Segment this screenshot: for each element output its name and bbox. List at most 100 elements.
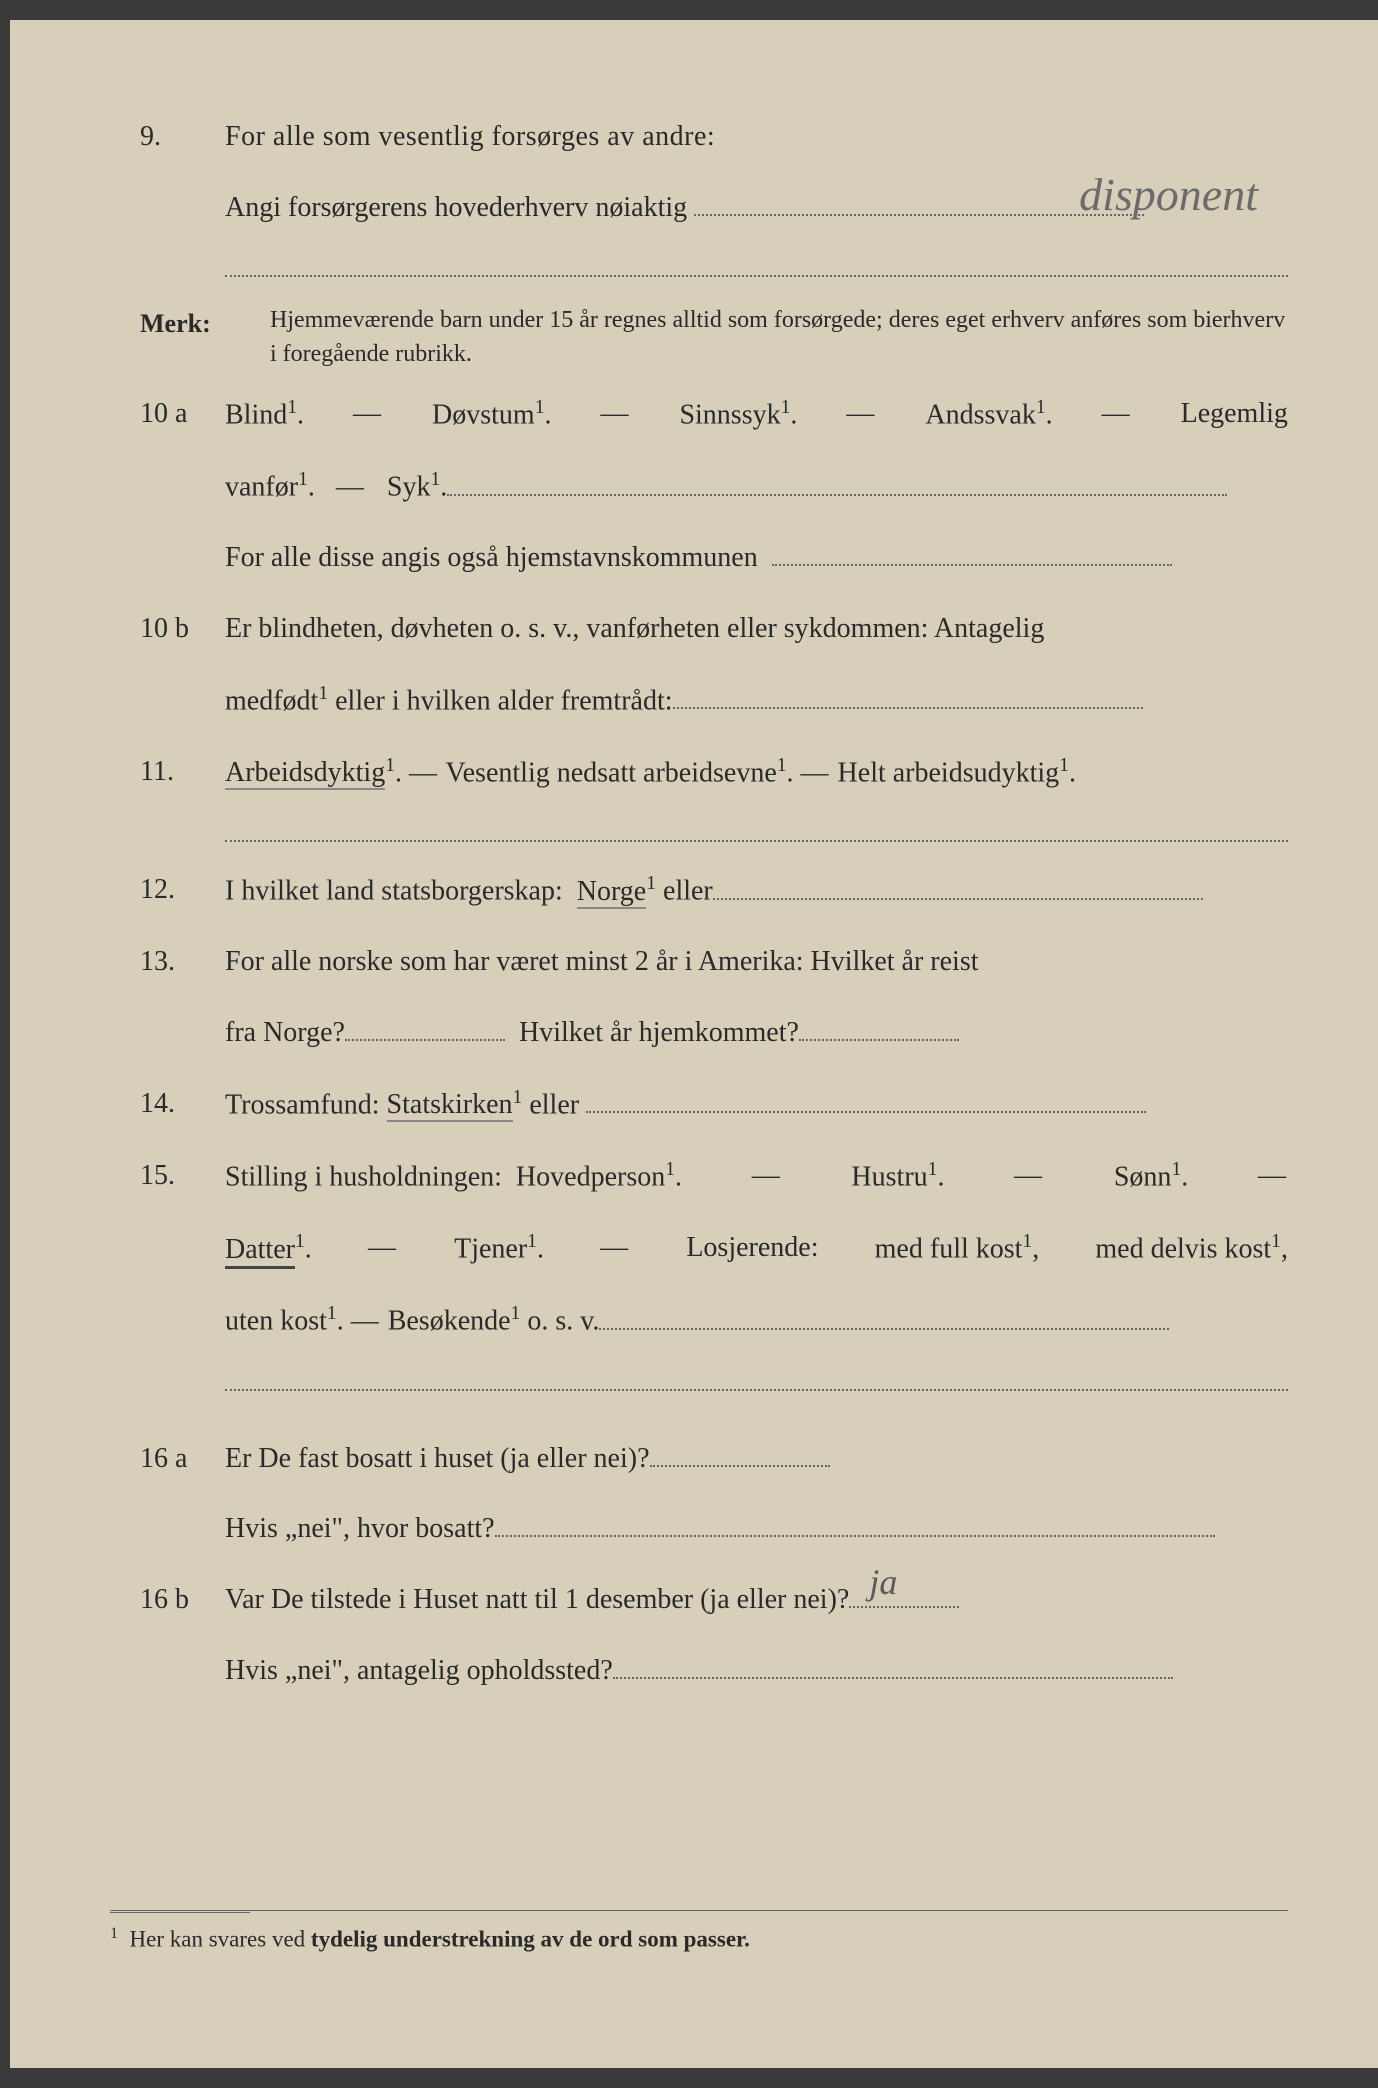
question-11: 11. Arbeidsdyktig1. — Vesentlig nedsatt … — [140, 750, 1288, 842]
opt-delviskost: med delvis kost — [1095, 1234, 1271, 1265]
merk-text: Hjemmeværende barn under 15 år regnes al… — [270, 303, 1288, 373]
q12-prefix: I hvilket land statsborgerskap: — [225, 876, 563, 907]
q16a-fill1 — [650, 1439, 830, 1467]
opt-nedsatt: Vesentlig nedsatt arbeidsevne — [446, 757, 777, 788]
question-9: 9. For alle som vesentlig forsørges av a… — [140, 115, 1288, 277]
q9-fill — [694, 188, 1144, 216]
opt-blind: Blind — [225, 400, 287, 431]
q16a-line2: Hvis „nei", hvor bosatt? — [225, 1507, 1288, 1552]
opt-sinnssyk: Sinnssyk — [679, 400, 780, 431]
question-14: 14. Trossamfund: Statskirken1 eller — [140, 1082, 1288, 1128]
opt-syk: Syk — [387, 472, 431, 503]
opt-hustru: Hustru — [851, 1161, 927, 1192]
q14-prefix: Trossamfund: — [225, 1089, 387, 1120]
q10a-line3: For alle disse angis også hjemstavnskomm… — [225, 536, 1288, 581]
q16b-line1: Var De tilstede i Huset natt til 1 desem… — [225, 1578, 1288, 1623]
opt-vanfor: vanfør — [225, 472, 298, 503]
opt-sonn: Sønn — [1114, 1161, 1172, 1192]
opt-andssvak: Andssvak — [925, 400, 1035, 431]
q13-fill2 — [799, 1013, 959, 1041]
footnote: 1 Her kan svares ved tydelig understrekn… — [110, 1910, 1288, 1958]
q11-number: 11. — [140, 750, 225, 842]
opt-losjerende: Losjerende: — [686, 1226, 818, 1272]
opt-legemlig: Legemlig — [1181, 392, 1288, 438]
question-10b: 10 b Er blindheten, døvheten o. s. v., v… — [140, 607, 1288, 724]
q10a-number: 10 a — [140, 392, 225, 581]
q9-line2: Angi forsørgerens hovederhverv nøiaktig … — [225, 186, 1288, 231]
q15-fill — [599, 1302, 1169, 1330]
q15-text: Stilling i husholdningen: Hovedperson1. … — [225, 1154, 1288, 1390]
question-13: 13. For alle norske som har været minst … — [140, 940, 1288, 1056]
q10b-line1: Er blindheten, døvheten o. s. v., vanfør… — [225, 607, 1288, 652]
q16a-fill2 — [495, 1509, 1215, 1537]
q14-text: Trossamfund: Statskirken1 eller — [225, 1082, 1288, 1128]
opt-udyktig: Helt arbeidsudyktig — [838, 757, 1060, 788]
q16a-line1-text: Er De fast bosatt i huset (ja eller nei)… — [225, 1443, 650, 1474]
q11-line1: Arbeidsdyktig1. — Vesentlig nedsatt arbe… — [225, 750, 1288, 796]
q15-prefix: Stilling i husholdningen: — [225, 1161, 502, 1192]
q10b-text: Er blindheten, døvheten o. s. v., vanfør… — [225, 607, 1288, 724]
q11-continuation-line — [225, 814, 1288, 842]
q16b-number: 16 b — [140, 1578, 225, 1694]
census-form-page: 9. For alle som vesentlig forsørges av a… — [10, 20, 1378, 2068]
question-16a: 16 a Er De fast bosatt i huset (ja eller… — [140, 1437, 1288, 1553]
q12-eller: eller — [656, 876, 713, 907]
q9-line1: For alle som vesentlig forsørges av andr… — [225, 115, 1288, 160]
q15-number: 15. — [140, 1154, 225, 1390]
q16b-text: Var De tilstede i Huset natt til 1 desem… — [225, 1578, 1288, 1694]
q9-handwritten: disponent — [1079, 158, 1258, 232]
footnote-bold: tydelig understrekning av de ord som pas… — [311, 1926, 750, 1951]
q13-number: 13. — [140, 940, 225, 1056]
opt-besokende: Besøkende — [388, 1306, 511, 1337]
q10b-line2: medfødt1 eller i hvilken alder fremtrådt… — [225, 678, 1288, 724]
q11-text: Arbeidsdyktig1. — Vesentlig nedsatt arbe… — [225, 750, 1288, 842]
q15-continuation-line — [225, 1363, 1288, 1391]
q12-number: 12. — [140, 868, 225, 914]
q16b-line2-text: Hvis „nei", antagelig opholdssted? — [225, 1655, 613, 1686]
footnote-text: Her kan svares ved — [130, 1926, 311, 1951]
q10a-text: Blind1. — Døvstum1. — Sinnssyk1. — Andss… — [225, 392, 1288, 581]
q16a-line1: Er De fast bosatt i huset (ja eller nei)… — [225, 1437, 1288, 1482]
q12-fill — [713, 872, 1203, 900]
q16b-line2: Hvis „nei", antagelig opholdssted? — [225, 1649, 1288, 1694]
q13-fra-norge: fra Norge? — [225, 1017, 345, 1048]
opt-fullkost: med full kost — [875, 1234, 1023, 1265]
q10b-medfodt: medfødt — [225, 685, 318, 716]
q13-fill1 — [345, 1013, 505, 1041]
q10b-rest: eller i hvilken alder fremtrådt: — [328, 685, 672, 716]
q13-line1: For alle norske som har været minst 2 år… — [225, 940, 1288, 985]
q10b-number: 10 b — [140, 607, 225, 724]
q16a-line2-text: Hvis „nei", hvor bosatt? — [225, 1513, 495, 1544]
q16a-text: Er De fast bosatt i huset (ja eller nei)… — [225, 1437, 1288, 1553]
opt-hovedperson: Hovedperson — [516, 1161, 665, 1192]
q13-text: For alle norske som har været minst 2 år… — [225, 940, 1288, 1056]
q15-line2: Datter1. — Tjener1. — Losjerende: med fu… — [225, 1226, 1288, 1272]
q12-text: I hvilket land statsborgerskap: Norge1 e… — [225, 868, 1288, 914]
q14-eller: eller — [522, 1089, 579, 1120]
footnote-marker: 1 — [110, 1925, 118, 1942]
opt-utenkost: uten kost — [225, 1306, 327, 1337]
merk-label: Merk: — [140, 303, 270, 373]
opt-tjener: Tjener — [454, 1234, 527, 1265]
q16b-handwritten: ja — [869, 1554, 897, 1612]
q14-fill — [586, 1085, 1146, 1113]
opt-dovstum: Døvstum — [432, 400, 535, 431]
question-10a: 10 a Blind1. — Døvstum1. — Sinnssyk1. — … — [140, 392, 1288, 581]
q9-continuation-line — [225, 249, 1288, 277]
q15-line1: Stilling i husholdningen: Hovedperson1. … — [225, 1154, 1288, 1200]
q9-text: For alle som vesentlig forsørges av andr… — [225, 115, 1288, 277]
q16b-fill2 — [613, 1651, 1173, 1679]
q15-line3: uten kost1. — Besøkende1 o. s. v. — [225, 1298, 1288, 1344]
q13-line2: fra Norge? Hvilket år hjemkommet? — [225, 1011, 1288, 1056]
merk-note: Merk: Hjemmeværende barn under 15 år reg… — [140, 303, 1288, 373]
q10a-hjemstavn: For alle disse angis også hjemstavnskomm… — [225, 542, 758, 573]
q10a-fill — [447, 468, 1227, 496]
q10a-line1: Blind1. — Døvstum1. — Sinnssyk1. — Andss… — [225, 392, 1288, 438]
q16b-line1-text: Var De tilstede i Huset natt til 1 desem… — [225, 1584, 849, 1615]
opt-statskirken: Statskirken — [387, 1089, 513, 1122]
q14-number: 14. — [140, 1082, 225, 1128]
q16a-number: 16 a — [140, 1437, 225, 1553]
q15-osv: o. s. v. — [520, 1306, 599, 1337]
q10b-fill — [673, 681, 1143, 709]
q13-hjemkommet: Hvilket år hjemkommet? — [519, 1017, 799, 1048]
